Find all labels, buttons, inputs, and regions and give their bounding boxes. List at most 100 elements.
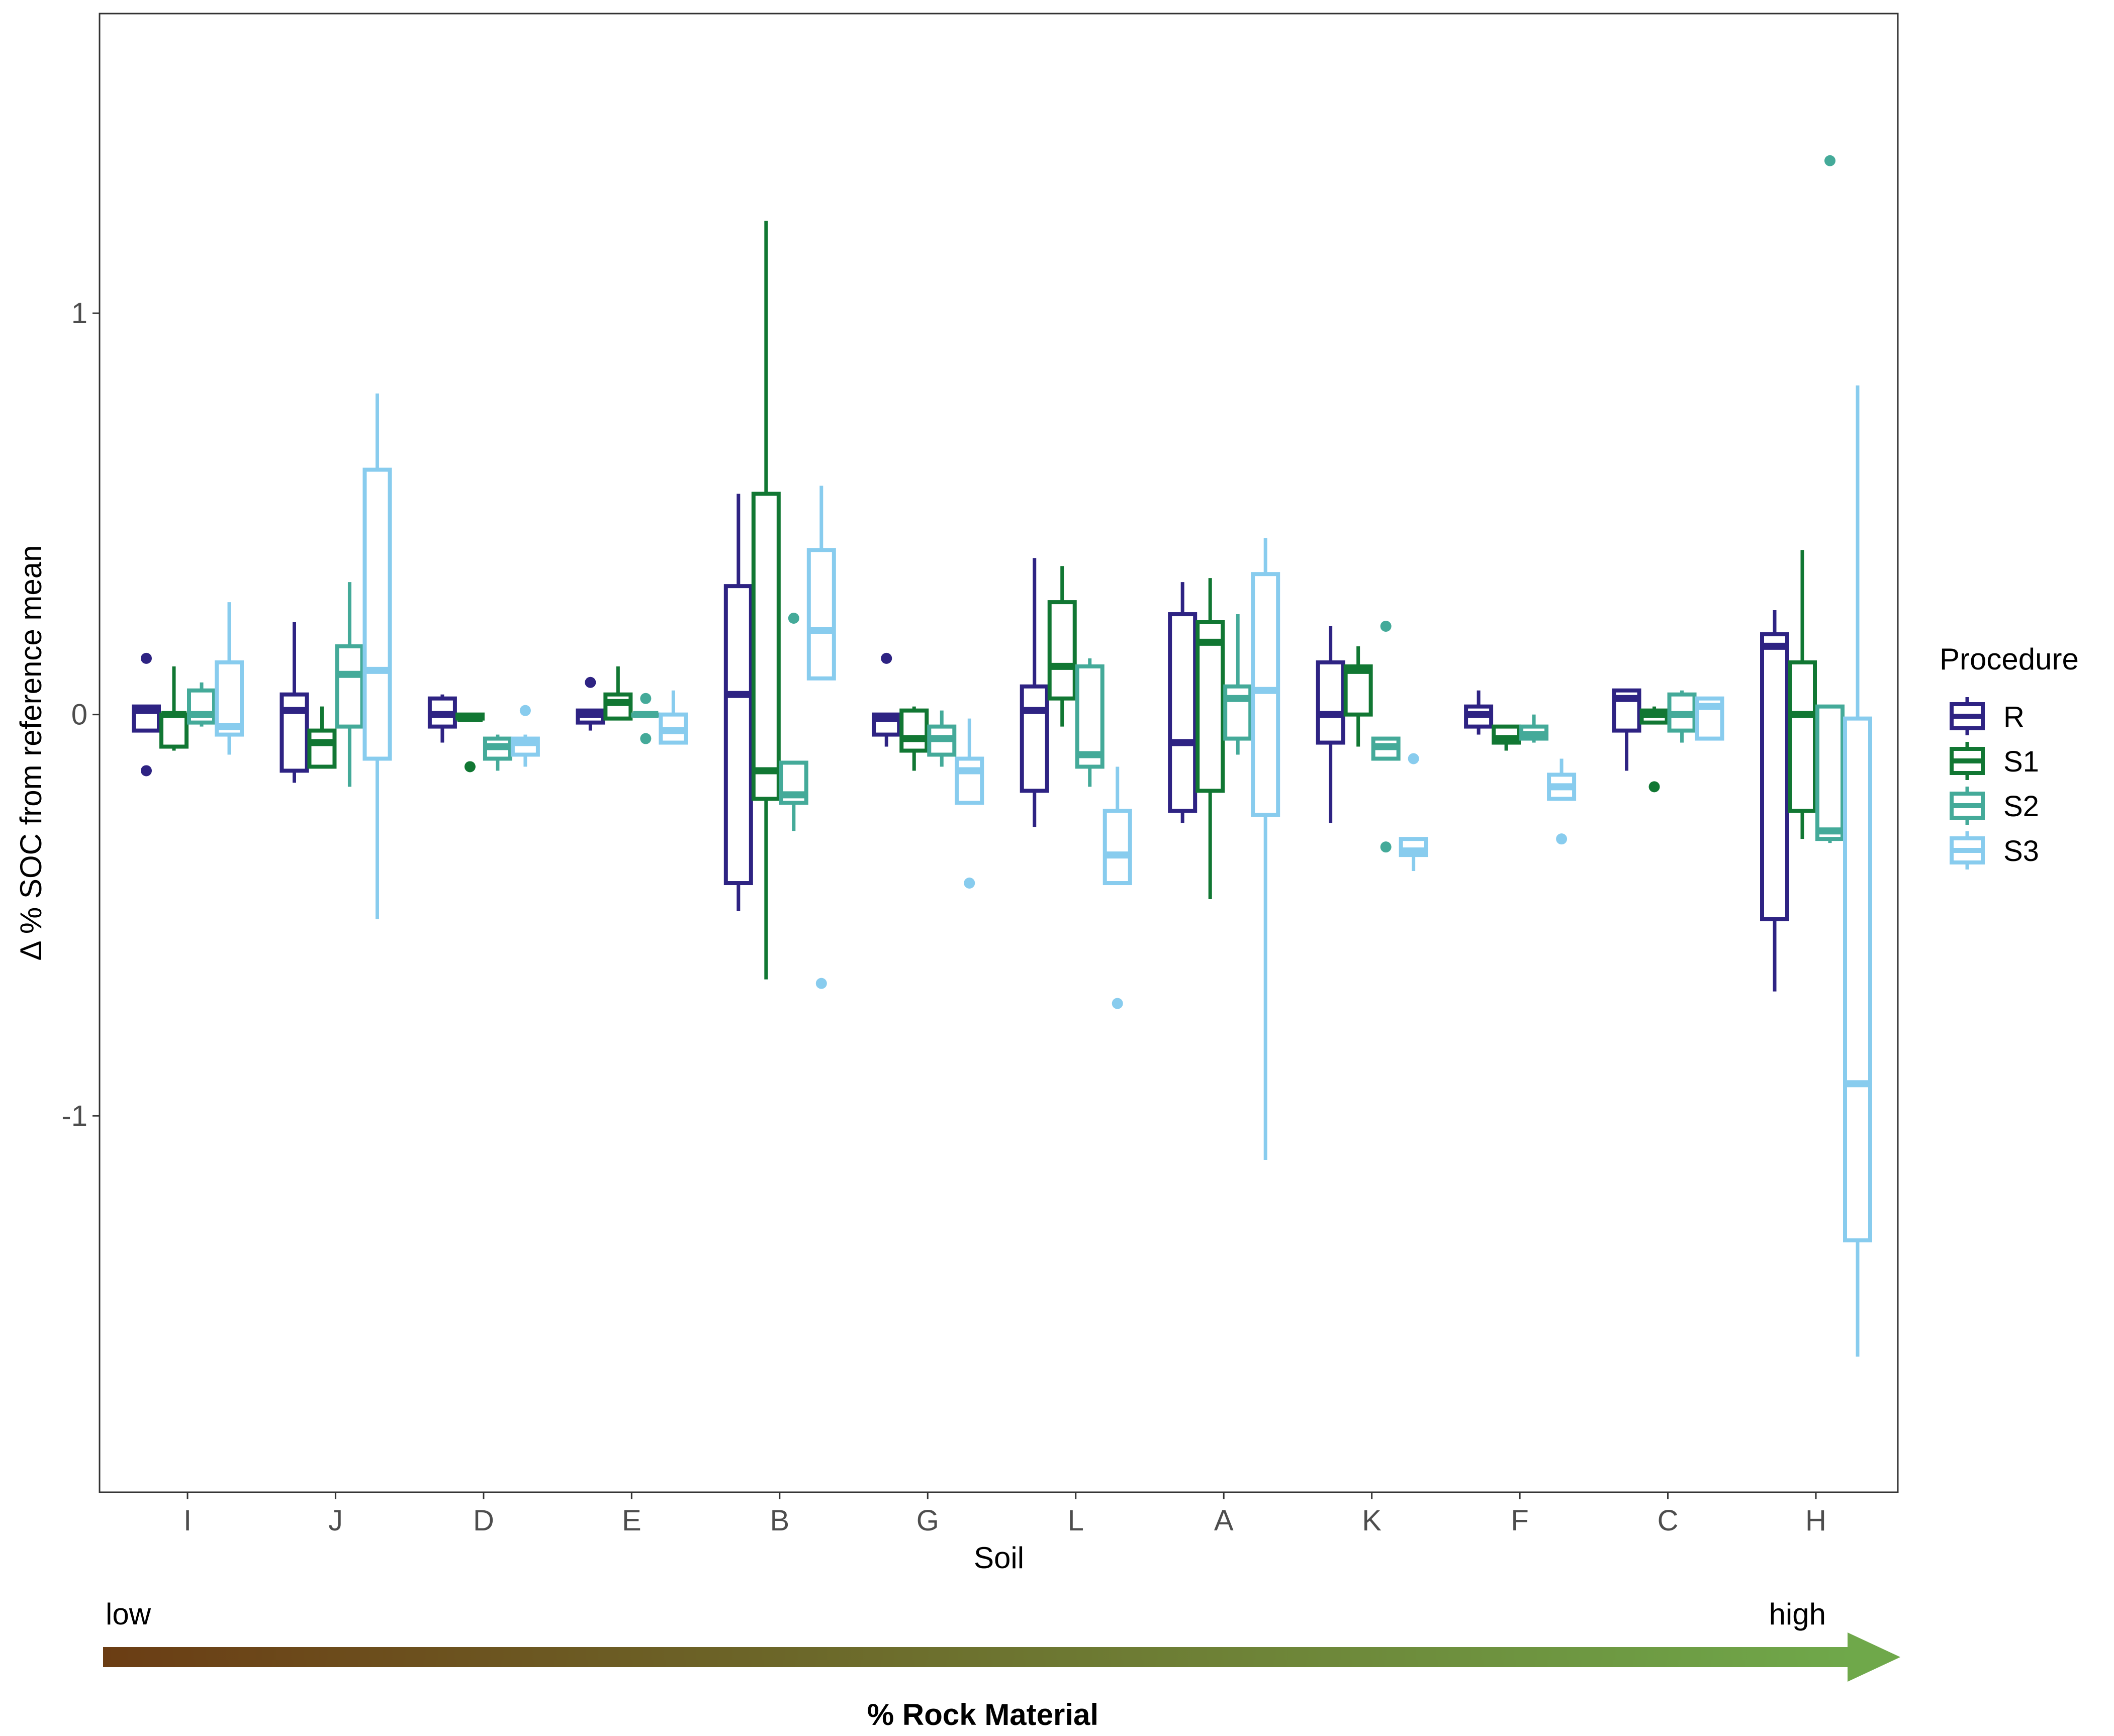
box-S2-I	[187, 682, 216, 727]
box	[159, 712, 189, 749]
y-axis-title: Δ % SOC from reference mean	[14, 545, 48, 960]
box-S3-C	[1695, 696, 1724, 741]
outlier-point	[1380, 620, 1392, 632]
box	[751, 492, 781, 801]
legend-title: Procedure	[1940, 642, 2079, 676]
box-R-G	[872, 652, 901, 747]
y-tick-label: -1	[61, 1100, 87, 1132]
box	[1223, 684, 1253, 741]
box-S1-F	[1492, 724, 1521, 751]
outlier-point	[640, 693, 652, 704]
boxplot-marks	[132, 155, 1872, 1357]
x-tick-label: L	[1068, 1504, 1084, 1537]
x-tick-label: C	[1658, 1504, 1679, 1537]
box-S1-D	[455, 712, 485, 773]
box	[1316, 660, 1345, 745]
box-R-C	[1612, 688, 1641, 771]
box	[806, 548, 836, 681]
box-R-L	[1020, 558, 1049, 827]
box	[1251, 572, 1280, 817]
x-tick-label: J	[328, 1504, 343, 1537]
box-S2-G	[927, 710, 957, 767]
box-S1-A	[1196, 578, 1225, 899]
box-S2-A	[1223, 614, 1253, 755]
x-tick-label: D	[473, 1504, 494, 1537]
rock-low-label: low	[106, 1597, 151, 1631]
box	[1102, 809, 1132, 886]
box-S3-H	[1843, 385, 1872, 1357]
box-S1-B	[751, 221, 781, 980]
box	[1843, 716, 1872, 1242]
box	[955, 756, 984, 805]
box	[1075, 664, 1105, 769]
axes: -1 0 1 I J D E B G L A K F C H	[61, 297, 1826, 1537]
x-tick-label: K	[1362, 1504, 1382, 1537]
outlier-point	[964, 878, 975, 889]
y-tick-label: 0	[71, 699, 87, 731]
box	[1788, 660, 1817, 813]
rock-high-label: high	[1769, 1597, 1826, 1631]
box-S1-I	[159, 666, 189, 751]
box-S1-E	[603, 666, 633, 721]
box-S1-H	[1788, 550, 1817, 839]
box-S3-D	[510, 705, 540, 767]
box-R-D	[427, 694, 457, 743]
outlier-point	[1556, 833, 1568, 845]
outlier-point	[881, 652, 892, 664]
legend-key-S1: S1	[1950, 742, 2039, 780]
box-S3-A	[1251, 538, 1280, 1160]
box-S3-L	[1102, 766, 1132, 1009]
series-S3	[215, 385, 1872, 1357]
box-R-B	[723, 494, 753, 911]
box-S2-K	[1371, 620, 1401, 853]
box-S2-B	[779, 613, 808, 831]
outlier-point	[519, 705, 531, 716]
box-S1-L	[1047, 566, 1077, 727]
rock-arrow-shaft	[103, 1647, 1853, 1667]
x-tick-label: E	[622, 1504, 641, 1537]
outlier-point	[1824, 155, 1835, 166]
box	[1168, 612, 1198, 813]
box	[362, 467, 392, 761]
box-R-J	[280, 622, 309, 783]
outlier-point	[141, 652, 152, 664]
box	[1815, 704, 1845, 841]
x-tick-label: G	[916, 1504, 939, 1537]
outlier-point	[1408, 753, 1419, 764]
x-tick-label: F	[1511, 1504, 1528, 1537]
legend-label: R	[2003, 701, 2025, 733]
box-S3-B	[806, 486, 836, 989]
outlier-point	[141, 765, 152, 777]
box	[1343, 664, 1373, 717]
x-tick-label: I	[183, 1504, 192, 1537]
box	[723, 584, 753, 886]
y-tick-label: 1	[71, 297, 87, 330]
x-tick-label: A	[1214, 1504, 1234, 1537]
rock-material-arrow: low high % Rock Material	[103, 1597, 1900, 1731]
box-S2-F	[1519, 714, 1549, 743]
box	[280, 692, 309, 773]
legend: Procedure R S1 S2 S3	[1940, 642, 2079, 870]
box-S1-J	[307, 706, 337, 769]
box-S3-I	[215, 602, 244, 755]
box-S2-J	[335, 582, 364, 787]
box	[215, 660, 244, 737]
box-R-A	[1168, 582, 1198, 823]
rock-material-title: % Rock Material	[867, 1698, 1098, 1731]
series-S2	[187, 155, 1845, 853]
x-axis-title: Soil	[974, 1541, 1024, 1575]
plot-panel	[99, 13, 1899, 1493]
box	[1760, 632, 1789, 921]
outlier-point	[815, 978, 827, 989]
legend-label: S2	[2003, 790, 2039, 823]
box-S2-C	[1667, 690, 1697, 743]
rock-arrow-head	[1848, 1632, 1900, 1682]
outlier-point	[464, 761, 476, 773]
outlier-point	[640, 733, 652, 744]
box	[899, 708, 929, 753]
box-S3-F	[1547, 758, 1577, 845]
legend-label: S1	[2003, 745, 2039, 778]
series-R	[132, 494, 1789, 992]
box-S3-K	[1399, 753, 1428, 872]
